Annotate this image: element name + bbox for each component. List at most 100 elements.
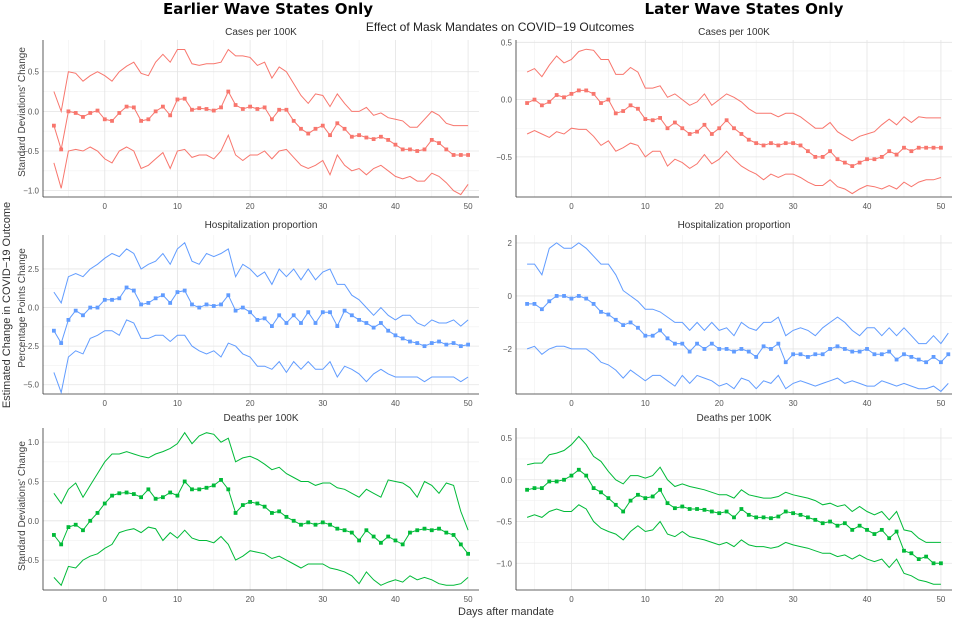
- estimate-point: [576, 294, 581, 298]
- estimate-point: [658, 116, 663, 120]
- estimate-point: [81, 313, 85, 318]
- estimate-point: [400, 542, 405, 547]
- panel-title: Cases per 100K: [225, 27, 297, 38]
- estimate-point: [139, 118, 143, 123]
- main-title: Effect of Mask Mandates on COVID−19 Outc…: [366, 20, 634, 34]
- estimate-point: [525, 302, 529, 306]
- estimate-point: [386, 328, 391, 333]
- estimate-point: [197, 487, 202, 492]
- estimate-point: [415, 149, 420, 153]
- estimate-point: [850, 164, 855, 168]
- estimate-point: [842, 160, 847, 165]
- x-tick-label: 10: [173, 399, 182, 408]
- x-tick-label: 50: [936, 202, 945, 211]
- estimate-point: [320, 310, 325, 315]
- estimate-point: [887, 536, 892, 541]
- lower-bound-line: [53, 319, 469, 395]
- estimate-point: [270, 117, 274, 122]
- estimate-point: [636, 106, 640, 111]
- estimate-point: [828, 347, 832, 351]
- estimate-point: [613, 317, 618, 322]
- estimate-point: [124, 285, 129, 290]
- panel-title: Cases per 100K: [698, 27, 770, 38]
- y-tick-label: 0: [508, 292, 513, 301]
- estimate-point: [621, 323, 626, 327]
- estimate-point: [146, 487, 151, 492]
- y-tick-label: −0.5: [496, 518, 512, 527]
- estimate-point: [357, 133, 361, 138]
- estimate-point: [270, 324, 274, 328]
- estimate-point: [364, 321, 369, 325]
- estimate-point: [680, 504, 685, 509]
- estimate-point: [328, 310, 332, 315]
- estimate-point: [458, 153, 463, 157]
- estimate-point: [658, 328, 663, 333]
- estimate-point: [429, 341, 434, 345]
- estimate-point: [255, 107, 260, 111]
- estimate-point: [606, 97, 611, 102]
- estimate-point: [569, 473, 574, 478]
- estimate-point: [153, 109, 158, 114]
- estimate-point: [591, 486, 596, 491]
- estimate-point: [776, 514, 781, 519]
- estimate-point: [117, 111, 122, 115]
- estimate-point: [539, 103, 544, 108]
- estimate-point: [665, 501, 670, 506]
- estimate-point: [672, 341, 677, 346]
- estimate-point: [393, 333, 398, 338]
- estimate-point: [902, 145, 906, 150]
- estimate-line: [53, 479, 469, 555]
- x-tick-label: 30: [318, 399, 327, 408]
- estimate-point: [554, 479, 559, 484]
- estimate-point: [139, 302, 143, 307]
- x-tick-label: 40: [863, 202, 872, 211]
- estimate-line: [527, 295, 949, 364]
- estimate-point: [52, 123, 56, 128]
- x-tick-label: 0: [103, 595, 108, 604]
- y-tick-label: −2: [503, 345, 513, 354]
- x-tick-label: 0: [103, 399, 108, 408]
- estimate-point: [850, 349, 855, 354]
- estimate-point: [190, 302, 194, 307]
- x-tick-label: 40: [391, 595, 400, 604]
- estimate-point: [628, 320, 633, 325]
- estimate-point: [547, 299, 552, 304]
- estimate-point: [924, 360, 929, 365]
- estimate-point: [798, 352, 803, 357]
- estimate-point: [131, 105, 136, 110]
- estimate-point: [88, 305, 93, 310]
- estimate-point: [226, 89, 231, 94]
- estimate-point: [709, 341, 714, 346]
- estimate-point: [219, 105, 223, 110]
- estimate-point: [554, 93, 559, 97]
- y-tick-label: 0.0: [501, 476, 513, 485]
- x-tick-label: 20: [715, 202, 724, 211]
- estimate-point: [139, 495, 143, 500]
- estimate-point: [211, 304, 216, 308]
- estimate-point: [415, 528, 420, 533]
- estimate-point: [284, 107, 289, 112]
- estimate-point: [724, 118, 729, 123]
- estimate-point: [525, 101, 529, 105]
- estimate-point: [746, 512, 751, 517]
- estimate-point: [879, 352, 884, 357]
- estimate-point: [110, 118, 114, 123]
- x-tick-label: 50: [464, 202, 473, 211]
- estimate-point: [636, 325, 640, 330]
- estimate-point: [255, 318, 260, 322]
- estimate-point: [887, 149, 892, 154]
- x-tick-label: 10: [173, 202, 182, 211]
- estimate-point: [66, 318, 71, 322]
- estimate-point: [562, 294, 566, 298]
- panel-later-hosp: 0 10 20 30 40 50 −2 0 2 Hospitalization proportio…: [503, 220, 952, 408]
- x-tick-label: 40: [863, 399, 872, 408]
- y-tick-label: −1.0: [23, 187, 39, 196]
- lower-bound-line: [526, 127, 942, 195]
- estimate-point: [798, 143, 803, 148]
- estimate-point: [190, 487, 194, 492]
- estimate-point: [81, 528, 85, 533]
- x-tick-label: 50: [464, 595, 473, 604]
- y-tick-label: −0.5: [23, 556, 39, 565]
- estimate-point: [59, 341, 64, 345]
